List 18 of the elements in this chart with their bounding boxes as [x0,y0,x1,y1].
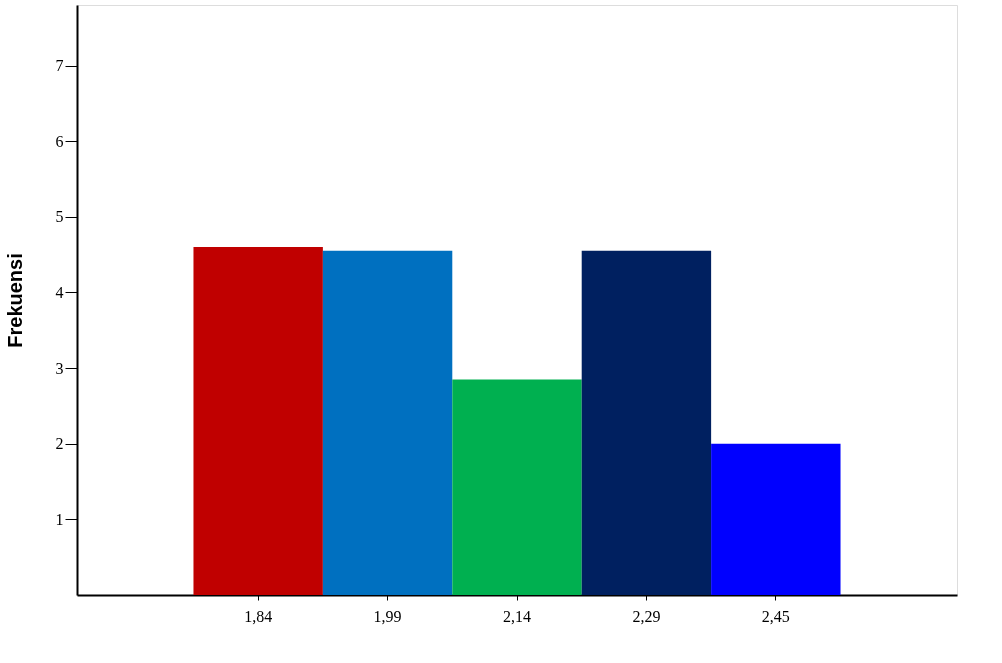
bar [322,250,453,595]
y-tick-label: 3 [55,359,64,377]
y-tick-label: 6 [55,132,64,150]
y-tick-label: 1 [55,510,64,528]
bar [711,443,841,595]
x-tick-label: 1,99 [373,607,402,625]
x-tick-label: 2,14 [503,607,531,625]
x-tick-label: 2,29 [632,607,661,625]
bar [193,247,323,595]
y-tick-label: 5 [55,208,64,226]
x-tick-label: 2,45 [761,607,790,625]
y-tick-label: 7 [55,57,64,75]
y-tick-label: 2 [55,435,64,453]
bar [581,250,712,595]
y-axis-title: Frekuensi [3,253,26,348]
bar [452,379,582,595]
y-tick-label: 4 [55,283,64,301]
x-tick-label: 1,84 [244,607,273,625]
